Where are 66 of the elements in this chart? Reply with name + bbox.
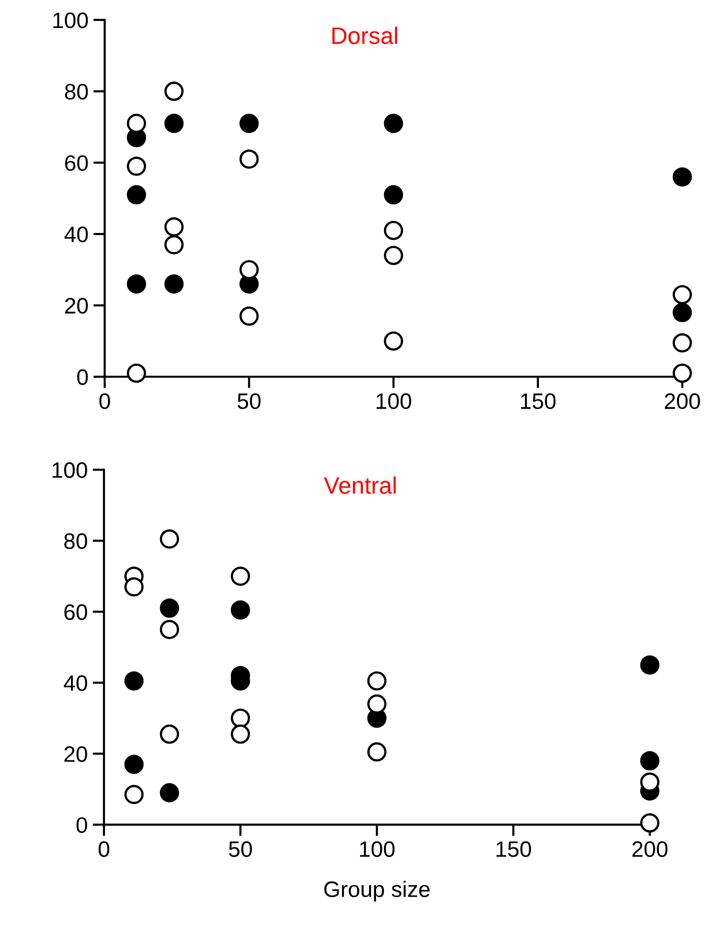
x-tick-label: 0 — [99, 393, 110, 410]
point — [367, 742, 386, 762]
y-tick-label: 40 — [64, 226, 88, 242]
x-tick-label: 150 — [496, 841, 532, 857]
y-tick-label: 80 — [64, 84, 88, 100]
point — [384, 331, 404, 351]
point — [384, 185, 404, 204]
point — [672, 302, 692, 322]
point — [239, 149, 259, 169]
chart-title: Ventral — [324, 476, 396, 494]
x-tick-label: 100 — [360, 841, 395, 857]
point — [672, 167, 692, 187]
x-axis-title: Group size — [324, 880, 430, 902]
point — [126, 156, 146, 176]
point — [239, 306, 259, 326]
point — [640, 751, 660, 770]
point — [124, 671, 144, 691]
point — [384, 114, 404, 134]
x-tick-label: 50 — [238, 393, 261, 410]
y-tick-label: 80 — [64, 533, 88, 550]
point — [160, 529, 180, 549]
chart-title: Dorsal — [332, 26, 398, 44]
x-tick-label: 100 — [376, 393, 412, 410]
point — [672, 364, 692, 383]
x-tick-label: 150 — [521, 393, 556, 410]
point — [239, 114, 259, 134]
point — [239, 260, 259, 280]
y-tick-label: 0 — [77, 369, 88, 386]
x-tick-label: 0 — [98, 841, 110, 857]
point — [230, 724, 250, 744]
point — [126, 185, 146, 204]
point — [230, 566, 250, 586]
point — [384, 220, 404, 240]
y-tick-label: 100 — [53, 12, 88, 28]
point — [672, 285, 692, 304]
point — [384, 246, 404, 266]
point — [164, 114, 184, 134]
point — [164, 235, 184, 254]
point — [124, 784, 144, 804]
x-tick-label: 50 — [228, 841, 252, 857]
point — [672, 333, 692, 352]
point — [124, 754, 144, 774]
point — [230, 600, 250, 620]
point — [640, 655, 660, 675]
y-tick-label: 0 — [76, 817, 88, 833]
point — [160, 620, 180, 640]
point — [164, 274, 184, 294]
point — [164, 217, 184, 237]
x-tick-label: 200 — [664, 393, 700, 410]
y-tick-label: 20 — [65, 298, 88, 314]
y-tick-label: 20 — [64, 746, 88, 762]
y-tick-label: 60 — [65, 155, 88, 171]
point — [160, 598, 180, 618]
point — [164, 82, 184, 101]
point — [160, 783, 180, 802]
point — [126, 274, 146, 294]
y-tick-label: 60 — [64, 604, 88, 620]
point — [124, 577, 144, 596]
point — [230, 708, 250, 728]
point — [160, 724, 180, 744]
point — [367, 671, 386, 691]
point — [640, 813, 660, 833]
y-tick-label: 40 — [64, 675, 88, 691]
y-tick-label: 100 — [52, 462, 88, 478]
x-tick-label: 200 — [632, 841, 668, 857]
point — [126, 364, 146, 383]
